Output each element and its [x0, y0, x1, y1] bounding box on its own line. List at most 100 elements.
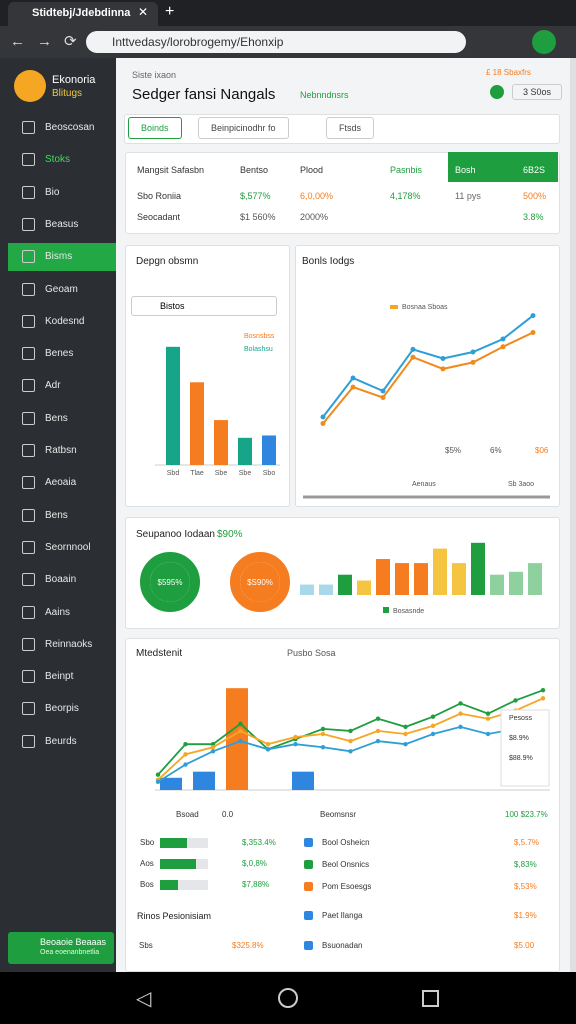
nav-icon[interactable] — [22, 476, 35, 490]
nav-icon[interactable] — [22, 670, 35, 684]
row-label: Paet Ilanga — [322, 911, 363, 920]
cell: 11 pys — [455, 191, 481, 201]
nav-icon[interactable] — [22, 314, 35, 328]
nav-item[interactable]: Bisms — [45, 251, 73, 263]
nav-icon[interactable] — [22, 702, 35, 716]
kicker: Siste ixaon — [132, 70, 177, 80]
nav-icon[interactable] — [22, 250, 35, 264]
bar — [376, 559, 390, 595]
address-bar[interactable] — [86, 31, 466, 53]
list-footer: Rinos Pesionisiam — [137, 911, 212, 921]
bar — [238, 437, 252, 465]
row-value: $,353.4% — [242, 838, 276, 847]
tab-button[interactable]: Ftsds — [326, 117, 375, 139]
bar — [338, 574, 352, 595]
point — [293, 734, 298, 740]
recents-button[interactable] — [422, 990, 439, 1007]
x-tick-label: Sbe — [239, 470, 252, 477]
nav-item[interactable]: Bens — [45, 509, 68, 521]
nav-icon[interactable] — [22, 444, 35, 457]
nav-item[interactable]: Boaain — [45, 574, 77, 586]
point — [470, 349, 476, 355]
nav-icon[interactable] — [22, 508, 35, 522]
nav-icon[interactable] — [22, 734, 35, 748]
point — [540, 696, 546, 701]
nav-icon[interactable] — [22, 153, 35, 167]
nav-icon[interactable] — [22, 411, 35, 425]
row-icon — [304, 882, 313, 891]
nav-item[interactable]: Ratbsn — [45, 445, 77, 456]
chart: Pesoss $8.9% $88.9% — [155, 688, 550, 791]
nav-icon[interactable] — [22, 637, 35, 651]
close-tab[interactable]: ✕ — [138, 5, 149, 19]
nav-item[interactable]: Seornnool — [45, 541, 91, 553]
cell: 500% — [523, 191, 547, 201]
point — [350, 375, 356, 381]
nav-icon[interactable] — [22, 185, 35, 199]
dropdown[interactable]: Bistos — [131, 296, 277, 316]
bar — [490, 574, 504, 595]
nav-item[interactable]: Aeoaia — [45, 477, 77, 489]
nav-item[interactable]: Geoam — [45, 283, 78, 295]
row-label: Sbo — [140, 838, 155, 847]
home-button[interactable] — [278, 988, 298, 1008]
nav-item[interactable]: Beinpt — [45, 671, 74, 683]
nav-icon[interactable] — [22, 121, 35, 134]
point — [155, 779, 161, 785]
header-button[interactable]: Nebnndnsrs — [300, 90, 349, 100]
nav-icon[interactable] — [22, 282, 35, 296]
nav-icon[interactable] — [22, 540, 35, 554]
header-value[interactable]: 3 S0os — [512, 84, 563, 100]
nav-icon[interactable] — [22, 347, 35, 361]
value-label: 6% — [490, 446, 502, 455]
nav-item[interactable]: Adr — [45, 380, 61, 392]
point — [293, 741, 298, 747]
nav-item[interactable]: Bens — [45, 412, 68, 424]
nav-buttons[interactable]: ←→⟳ — [10, 33, 89, 50]
point — [375, 716, 381, 721]
cell: $,577% — [240, 191, 271, 201]
tab-button[interactable]: Beinpicinodhr fo — [198, 117, 289, 139]
summary-highlight — [448, 152, 558, 182]
nav-item[interactable]: Aains — [45, 606, 71, 618]
row-value: $7,88% — [242, 880, 270, 889]
nav-item[interactable]: Bio — [45, 186, 60, 198]
system-nav: ◁ — [0, 972, 576, 1024]
point — [183, 762, 188, 767]
tab[interactable] — [8, 2, 158, 26]
nav-icon[interactable] — [22, 605, 35, 619]
nav-icon[interactable] — [22, 217, 35, 231]
bar — [226, 688, 248, 790]
legend-entry: Bosnsbss — [244, 333, 275, 340]
nav-icon[interactable] — [22, 379, 35, 393]
point — [430, 714, 436, 719]
nav-item[interactable]: Beorpis — [45, 703, 79, 715]
nav-item[interactable]: Kodesnd — [45, 315, 85, 327]
point — [210, 749, 216, 754]
nav-item[interactable]: Stoks — [45, 154, 71, 166]
point — [375, 728, 381, 734]
point — [440, 356, 446, 361]
back-button[interactable]: ◁ — [136, 988, 152, 1010]
x-tick-label: Sbe — [215, 470, 228, 477]
nav-item[interactable]: Beoscosan — [45, 122, 95, 133]
chart-card — [125, 638, 560, 972]
nav-icon[interactable] — [22, 573, 35, 587]
nav-item[interactable]: Beasus — [45, 218, 79, 230]
brand: Ekonoria — [52, 74, 96, 86]
sidebar-footer[interactable]: Beoaoie Beaaas Oea eoenanbnetlia — [8, 932, 114, 964]
nav-item[interactable]: Beurds — [45, 735, 77, 747]
tab-button[interactable]: Boinds — [128, 117, 182, 139]
new-tab[interactable]: + — [165, 3, 175, 20]
point — [500, 344, 506, 350]
donut-center — [150, 562, 190, 602]
point — [265, 741, 271, 747]
nav-item[interactable]: Benes — [45, 348, 74, 360]
chart-title: Mtedstenit — [136, 648, 183, 659]
bar — [414, 563, 428, 595]
sidebar: Ekonoria Blitugs Beoscosan Stoks Bio Beasus… — [0, 58, 116, 972]
cell: 4,178% — [390, 191, 421, 201]
nav-item[interactable]: Reinnaoks — [45, 638, 93, 650]
point — [403, 741, 408, 747]
profile[interactable] — [532, 30, 556, 54]
